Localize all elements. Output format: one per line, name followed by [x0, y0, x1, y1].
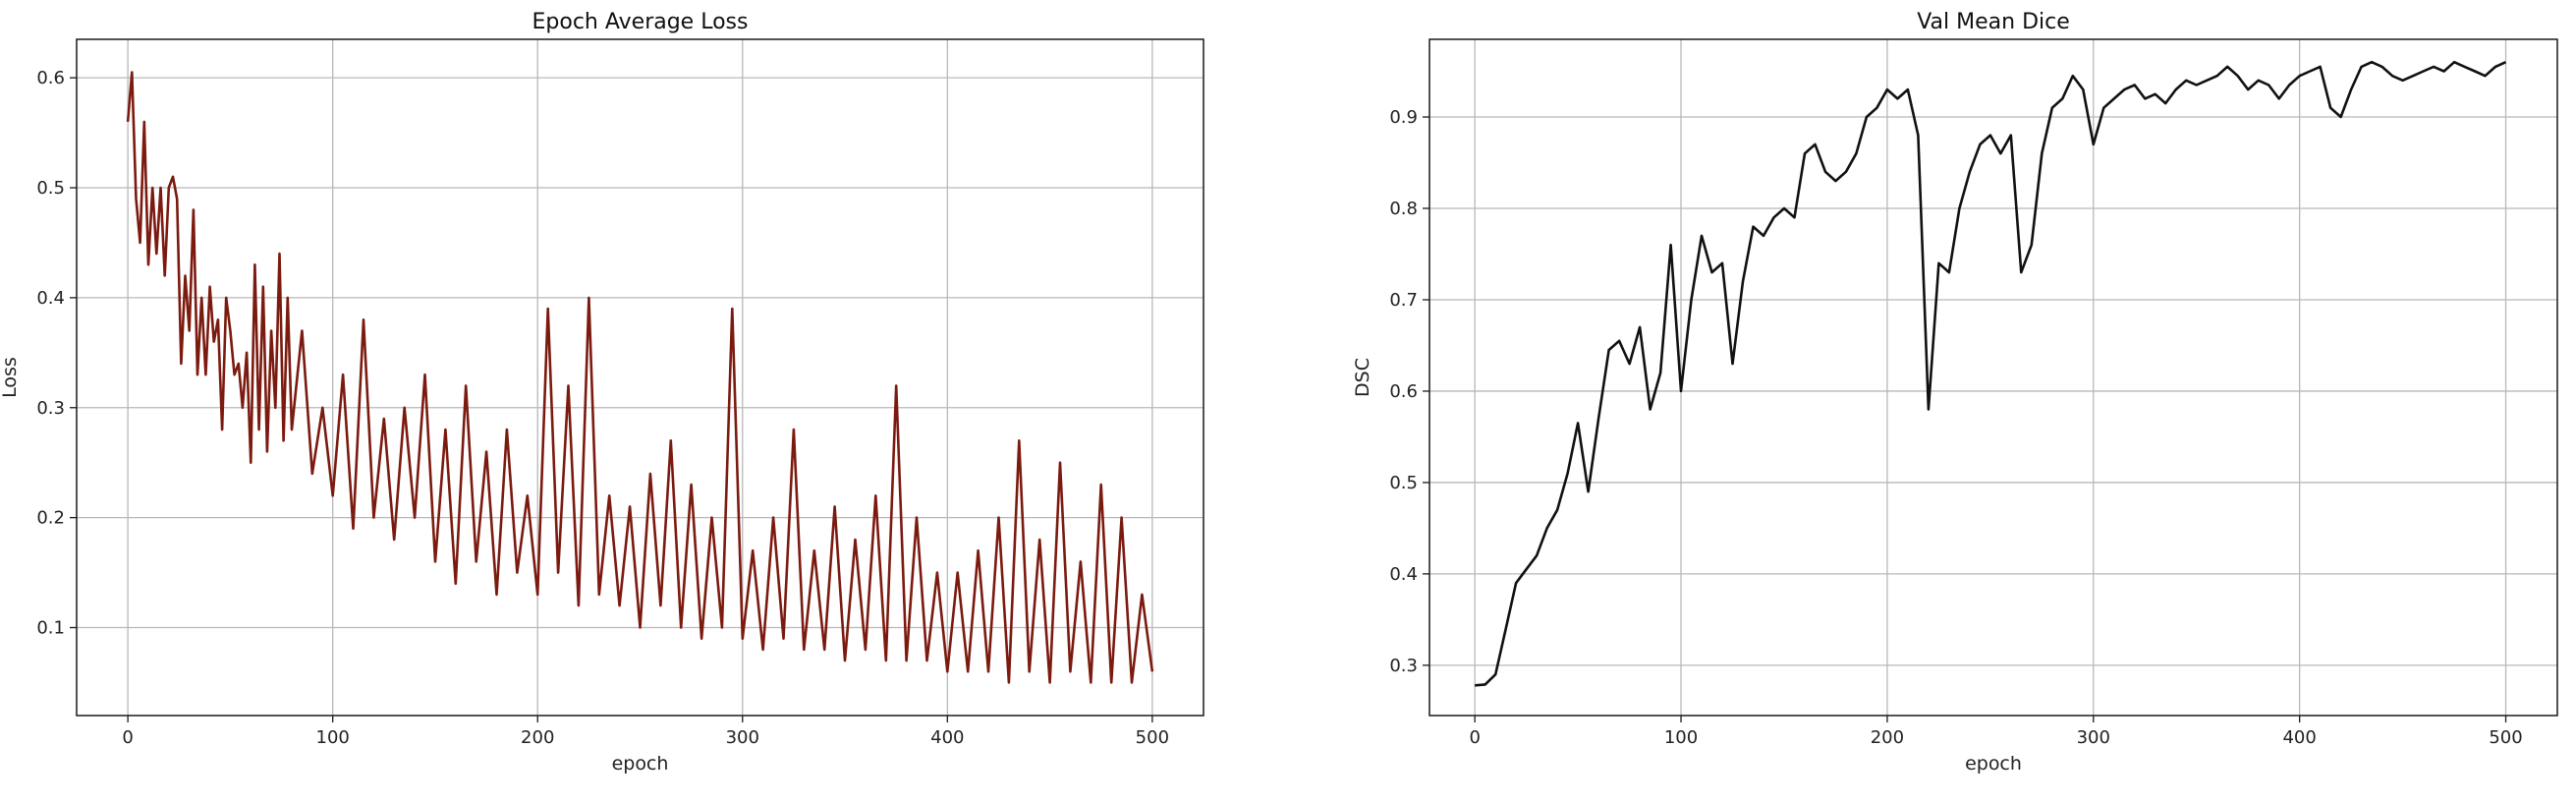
dice-y-tick-label: 0.9: [1389, 107, 1418, 128]
loss-y-axis-label: Loss: [0, 357, 21, 398]
loss-x-tick-label: 400: [930, 727, 964, 748]
dice-x-tick-label: 300: [2077, 727, 2110, 748]
dice-x-tick-label: 0: [1469, 727, 1480, 748]
dice-x-tick-label: 200: [1871, 727, 1904, 748]
loss-x-tick-label: 100: [316, 727, 350, 748]
loss-y-tick-label: 0.1: [36, 618, 65, 639]
dice-plot-frame: [1428, 38, 2558, 717]
loss-x-axis-label: epoch: [612, 753, 669, 775]
dice-y-tick-label: 0.4: [1389, 564, 1418, 585]
loss-series-line: [126, 71, 1154, 684]
loss-y-tick-label: 0.5: [36, 178, 65, 199]
loss-y-tick-label: 0.4: [36, 288, 65, 309]
loss-x-tick-label: 500: [1136, 727, 1169, 748]
loss-y-tick-label: 0.6: [36, 68, 65, 88]
loss-x-tick-label: 200: [521, 727, 554, 748]
loss-chart: 0 100 200 300 400 500 0.1 0.2 0.3 0.4 0.5 0.6 Epoch …: [0, 10, 1204, 775]
loss-x-tick-label: 0: [122, 727, 133, 748]
loss-y-tick-label: 0.3: [36, 398, 65, 419]
dice-y-tick-label: 0.5: [1389, 473, 1418, 493]
dice-x-tick-label: 100: [1664, 727, 1698, 748]
dice-chart: 0 100 200 300 400 500 0.3 0.4 0.5 0.6 0.7 0.8 0.9 Val…: [1352, 10, 2558, 775]
dice-x-axis-label: epoch: [1965, 753, 2022, 775]
dice-chart-title: Val Mean Dice: [1917, 10, 2070, 34]
loss-x-tick-label: 300: [726, 727, 759, 748]
dice-x-tick-label: 500: [2489, 727, 2522, 748]
loss-chart-title: Epoch Average Loss: [532, 10, 749, 34]
loss-y-tick-label: 0.2: [36, 508, 65, 529]
loss-plot-frame: [76, 38, 1204, 717]
dice-y-axis-label: DSC: [1352, 358, 1373, 397]
dice-y-tick-label: 0.6: [1389, 381, 1418, 402]
dice-y-tick-label: 0.7: [1389, 290, 1418, 311]
dice-series-line: [1475, 60, 2507, 687]
dice-y-tick-label: 0.3: [1389, 656, 1418, 676]
dice-x-tick-label: 400: [2282, 727, 2316, 748]
dice-y-tick-label: 0.8: [1389, 199, 1418, 219]
